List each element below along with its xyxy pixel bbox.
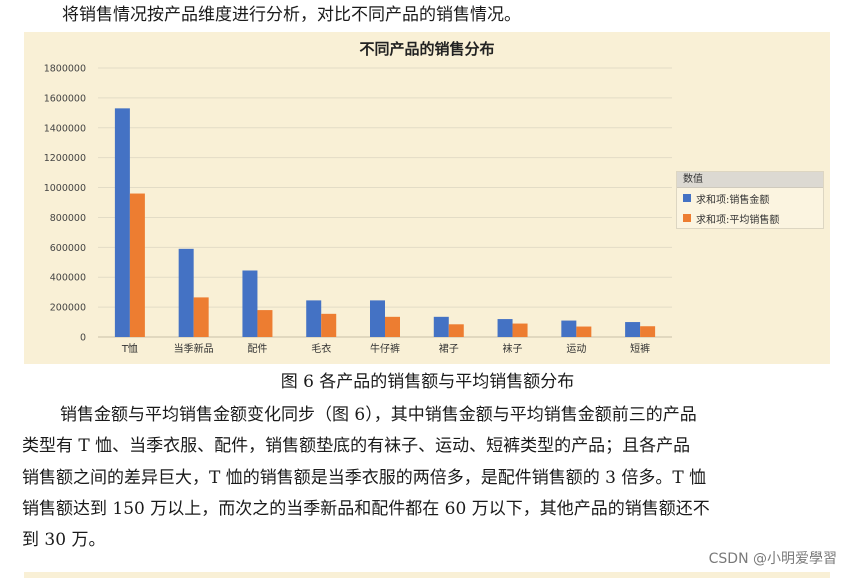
x-tick-label: 短裤	[630, 342, 650, 355]
x-tick-label: 袜子	[503, 342, 523, 355]
legend-item-avg: 求和项:平均销售额	[677, 208, 823, 228]
legend-swatch-avg	[683, 214, 691, 222]
bar-sales	[178, 248, 194, 337]
legend-title: 数值	[677, 172, 823, 188]
bar-sales	[561, 320, 577, 337]
y-tick-label: 1800000	[44, 64, 86, 75]
bar-sales	[497, 319, 513, 337]
bar-sales	[306, 300, 322, 337]
bar-avg	[257, 310, 273, 337]
x-tick-label: 毛衣	[311, 342, 331, 355]
bar-avg	[193, 297, 209, 337]
y-tick-label: 1600000	[44, 93, 86, 104]
paragraph-line: 销售额之间的差异巨大，T 恤的销售额是当季衣服的两倍多，是配件销售额的 3 倍多…	[22, 467, 707, 488]
chart-container: 不同产品的销售分布 0 200000 400000 600000 800000 100000…	[24, 32, 830, 364]
chart-title: 不同产品的销售分布	[359, 40, 494, 58]
bar-avg	[448, 324, 464, 337]
y-tick-label: 0	[80, 333, 86, 344]
y-tick-label: 800000	[50, 213, 86, 224]
paragraph-line: 到 30 万。	[22, 530, 106, 551]
bar-avg	[576, 326, 592, 337]
watermark: CSDN @小明爱學習	[708, 551, 837, 567]
paragraph-line: 销售金额与平均销售金额变化同步（图 6），其中销售金额与平均销售金额前三的产品	[60, 405, 697, 425]
x-tick-label: T恤	[121, 342, 138, 355]
analysis-paragraph: 销售金额与平均销售金额变化同步（图 6），其中销售金额与平均销售金额前三的产品 …	[22, 400, 834, 556]
legend-label-sales: 求和项:销售金额	[696, 194, 770, 206]
chart-legend: 数值 求和项:销售金额 求和项:平均销售额	[676, 171, 824, 229]
y-tick-label: 600000	[50, 243, 86, 254]
legend-item-sales: 求和项:销售金额	[677, 188, 823, 208]
bar-chart: 不同产品的销售分布 0 200000 400000 600000 800000 100000…	[44, 40, 672, 355]
bar-sales	[114, 108, 130, 337]
bar-sales	[242, 270, 258, 337]
paragraph-line: 销售额达到 150 万以上，而次之的当季新品和配件都在 60 万以下，其他产品的…	[22, 498, 710, 519]
x-tick-label: 牛仔裤	[370, 342, 400, 355]
figure-caption: 图 6 各产品的销售额与平均销售额分布	[280, 372, 575, 392]
next-figure-edge	[24, 572, 830, 578]
y-tick-label: 400000	[50, 273, 86, 284]
y-tick-label: 1000000	[44, 183, 86, 194]
y-tick-label: 1400000	[44, 123, 86, 134]
bar-avg	[129, 193, 145, 337]
bar-sales	[625, 322, 641, 337]
x-tick-label: 配件	[247, 343, 267, 355]
x-tick-label: 运动	[566, 343, 586, 355]
bar-avg	[512, 323, 528, 337]
legend-swatch-sales	[683, 194, 691, 202]
bar-avg	[321, 313, 337, 337]
bar-avg	[640, 326, 656, 337]
x-tick-label: 裙子	[439, 342, 459, 355]
paragraph-line: 类型有 T 恤、当季衣服、配件，销售额垫底的有袜子、运动、短裤类型的产品；且各产…	[22, 436, 691, 457]
bar-avg	[385, 316, 400, 337]
x-tick-label: 当季新品	[174, 342, 214, 355]
bar-sales	[370, 300, 385, 337]
y-tick-label: 1200000	[44, 153, 86, 164]
bar-sales	[433, 316, 449, 337]
legend-label-avg: 求和项:平均销售额	[696, 214, 780, 226]
y-tick-label: 200000	[50, 303, 86, 314]
intro-text: 将销售情况按产品维度进行分析，对比不同产品的销售情况。	[62, 5, 521, 25]
